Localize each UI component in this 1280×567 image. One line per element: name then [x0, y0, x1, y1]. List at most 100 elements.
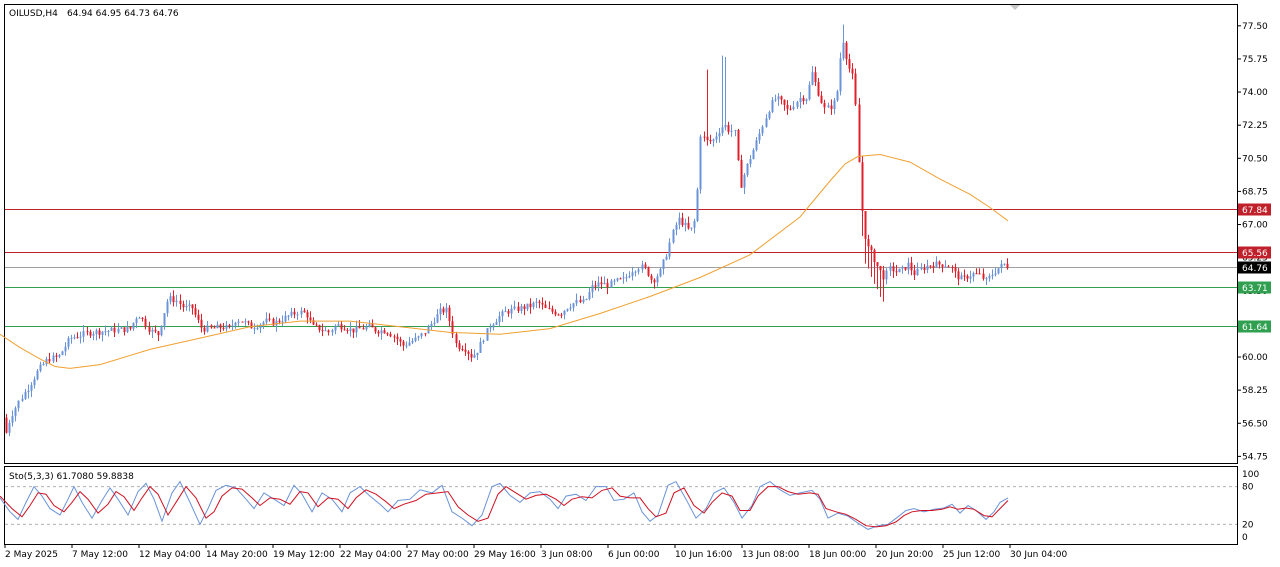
candle-bull	[290, 311, 293, 316]
candle-bull	[39, 364, 42, 371]
candle-bull	[678, 217, 681, 225]
time-label: 6 Jun 00:00	[608, 550, 660, 560]
level-tag-label: 61.64	[1242, 323, 1268, 333]
candle-bear	[228, 325, 231, 327]
time-axis: 2 May 2025 7 May 12:00 12 May 04:00 14 May …	[4, 544, 1067, 560]
candle-bear	[954, 267, 957, 272]
candle-bull	[634, 271, 637, 273]
candle-bull	[690, 227, 693, 229]
candle-bear	[399, 339, 402, 342]
candle-bull	[30, 385, 33, 391]
level-tag-label: 64.76	[1242, 264, 1268, 274]
candle-bull	[244, 321, 247, 323]
candle-bear	[870, 246, 873, 251]
candle-bear	[374, 327, 377, 332]
price-tick-label: 65.25	[1242, 254, 1268, 264]
candle-bull	[603, 282, 606, 285]
candle-bull	[535, 301, 538, 303]
candle-bull	[365, 326, 368, 330]
candle-bull	[380, 330, 383, 334]
level-tag-label: 67.84	[1242, 206, 1268, 216]
stoch-main-line	[0, 480, 1009, 530]
candle-bull	[275, 320, 278, 326]
candle-bear	[315, 324, 318, 326]
scroll-marker-icon[interactable]	[1010, 5, 1020, 10]
candle-bull	[262, 322, 265, 325]
candle-bull	[675, 224, 678, 230]
stoch-axis: 100 80 20 0	[1242, 470, 1259, 543]
candle-bull	[668, 242, 671, 257]
candle-bull	[476, 352, 479, 356]
time-label: 30 Jun 04:00	[1010, 550, 1067, 560]
candle-bull	[492, 324, 495, 328]
candle-bear	[619, 278, 622, 280]
candle-bull	[572, 303, 575, 308]
candle-bull	[746, 163, 749, 175]
candle-bear	[854, 73, 857, 105]
candle-bull	[563, 310, 566, 315]
price-axis: 77.50 75.75 74.00 72.25 70.50 68.75 67.00 65.25…	[1237, 22, 1268, 462]
candle-bull	[237, 321, 240, 323]
candle-bear	[947, 266, 950, 268]
candle-bear	[247, 321, 250, 323]
candle-bull	[836, 91, 839, 101]
price-tick-label: 75.75	[1242, 55, 1268, 65]
candle-bull	[185, 305, 188, 308]
candle-bear	[864, 210, 867, 239]
price-tick-label: 67.00	[1242, 221, 1268, 231]
candle-bear	[402, 341, 405, 346]
candle-bear	[461, 348, 464, 350]
candle-bear	[517, 306, 520, 312]
candle-bull	[585, 299, 588, 301]
candle-bull	[916, 268, 919, 276]
candle-bear	[144, 318, 147, 327]
candle-bear	[278, 320, 281, 323]
candle-bear	[194, 308, 197, 315]
candle-bull	[641, 264, 644, 270]
candle-bear	[113, 327, 116, 333]
candle-bear	[222, 327, 225, 329]
candle-bear	[268, 318, 271, 320]
candle-bull	[231, 325, 234, 327]
candle-bear	[396, 336, 399, 340]
candle-bull	[349, 328, 352, 331]
candle-bull	[526, 303, 529, 310]
candle-bear	[941, 264, 944, 267]
candle-bull	[169, 296, 172, 302]
candle-bear	[783, 99, 786, 105]
candle-bear	[978, 273, 981, 275]
candle-bear	[179, 300, 182, 304]
moving-average-line	[0, 153, 1009, 369]
candle-bear	[451, 321, 454, 335]
candle-bull	[625, 277, 628, 279]
candle-bull	[287, 315, 290, 317]
candle-bear	[904, 267, 907, 270]
candle-bear	[579, 299, 582, 303]
time-label: 20 Jun 20:00	[876, 550, 933, 560]
candle-bear	[383, 330, 386, 334]
candle-bear	[820, 95, 823, 104]
candle-bear	[644, 264, 647, 268]
candle-bull	[656, 276, 659, 283]
candle-bear	[895, 271, 898, 273]
candle-bear	[740, 160, 743, 188]
candle-bear	[529, 303, 532, 308]
candle-bull	[414, 337, 417, 341]
candle-bear	[867, 238, 870, 247]
candle-bull	[126, 326, 129, 332]
candle-bear	[861, 162, 864, 211]
candle-bear	[737, 130, 740, 161]
candle-bear	[182, 303, 185, 308]
candle-bull	[792, 106, 795, 110]
candle-bull	[408, 342, 411, 346]
candle-bull	[92, 334, 95, 336]
time-label: 3 Jun 08:00	[541, 550, 593, 560]
time-label: 12 May 04:00	[139, 550, 201, 560]
candle-bear	[123, 327, 126, 332]
candle-bear	[148, 326, 151, 332]
candle-bull	[935, 261, 938, 268]
candle-bear	[709, 139, 712, 142]
candle-bear	[687, 222, 690, 229]
horizontal-levels	[5, 209, 1237, 327]
